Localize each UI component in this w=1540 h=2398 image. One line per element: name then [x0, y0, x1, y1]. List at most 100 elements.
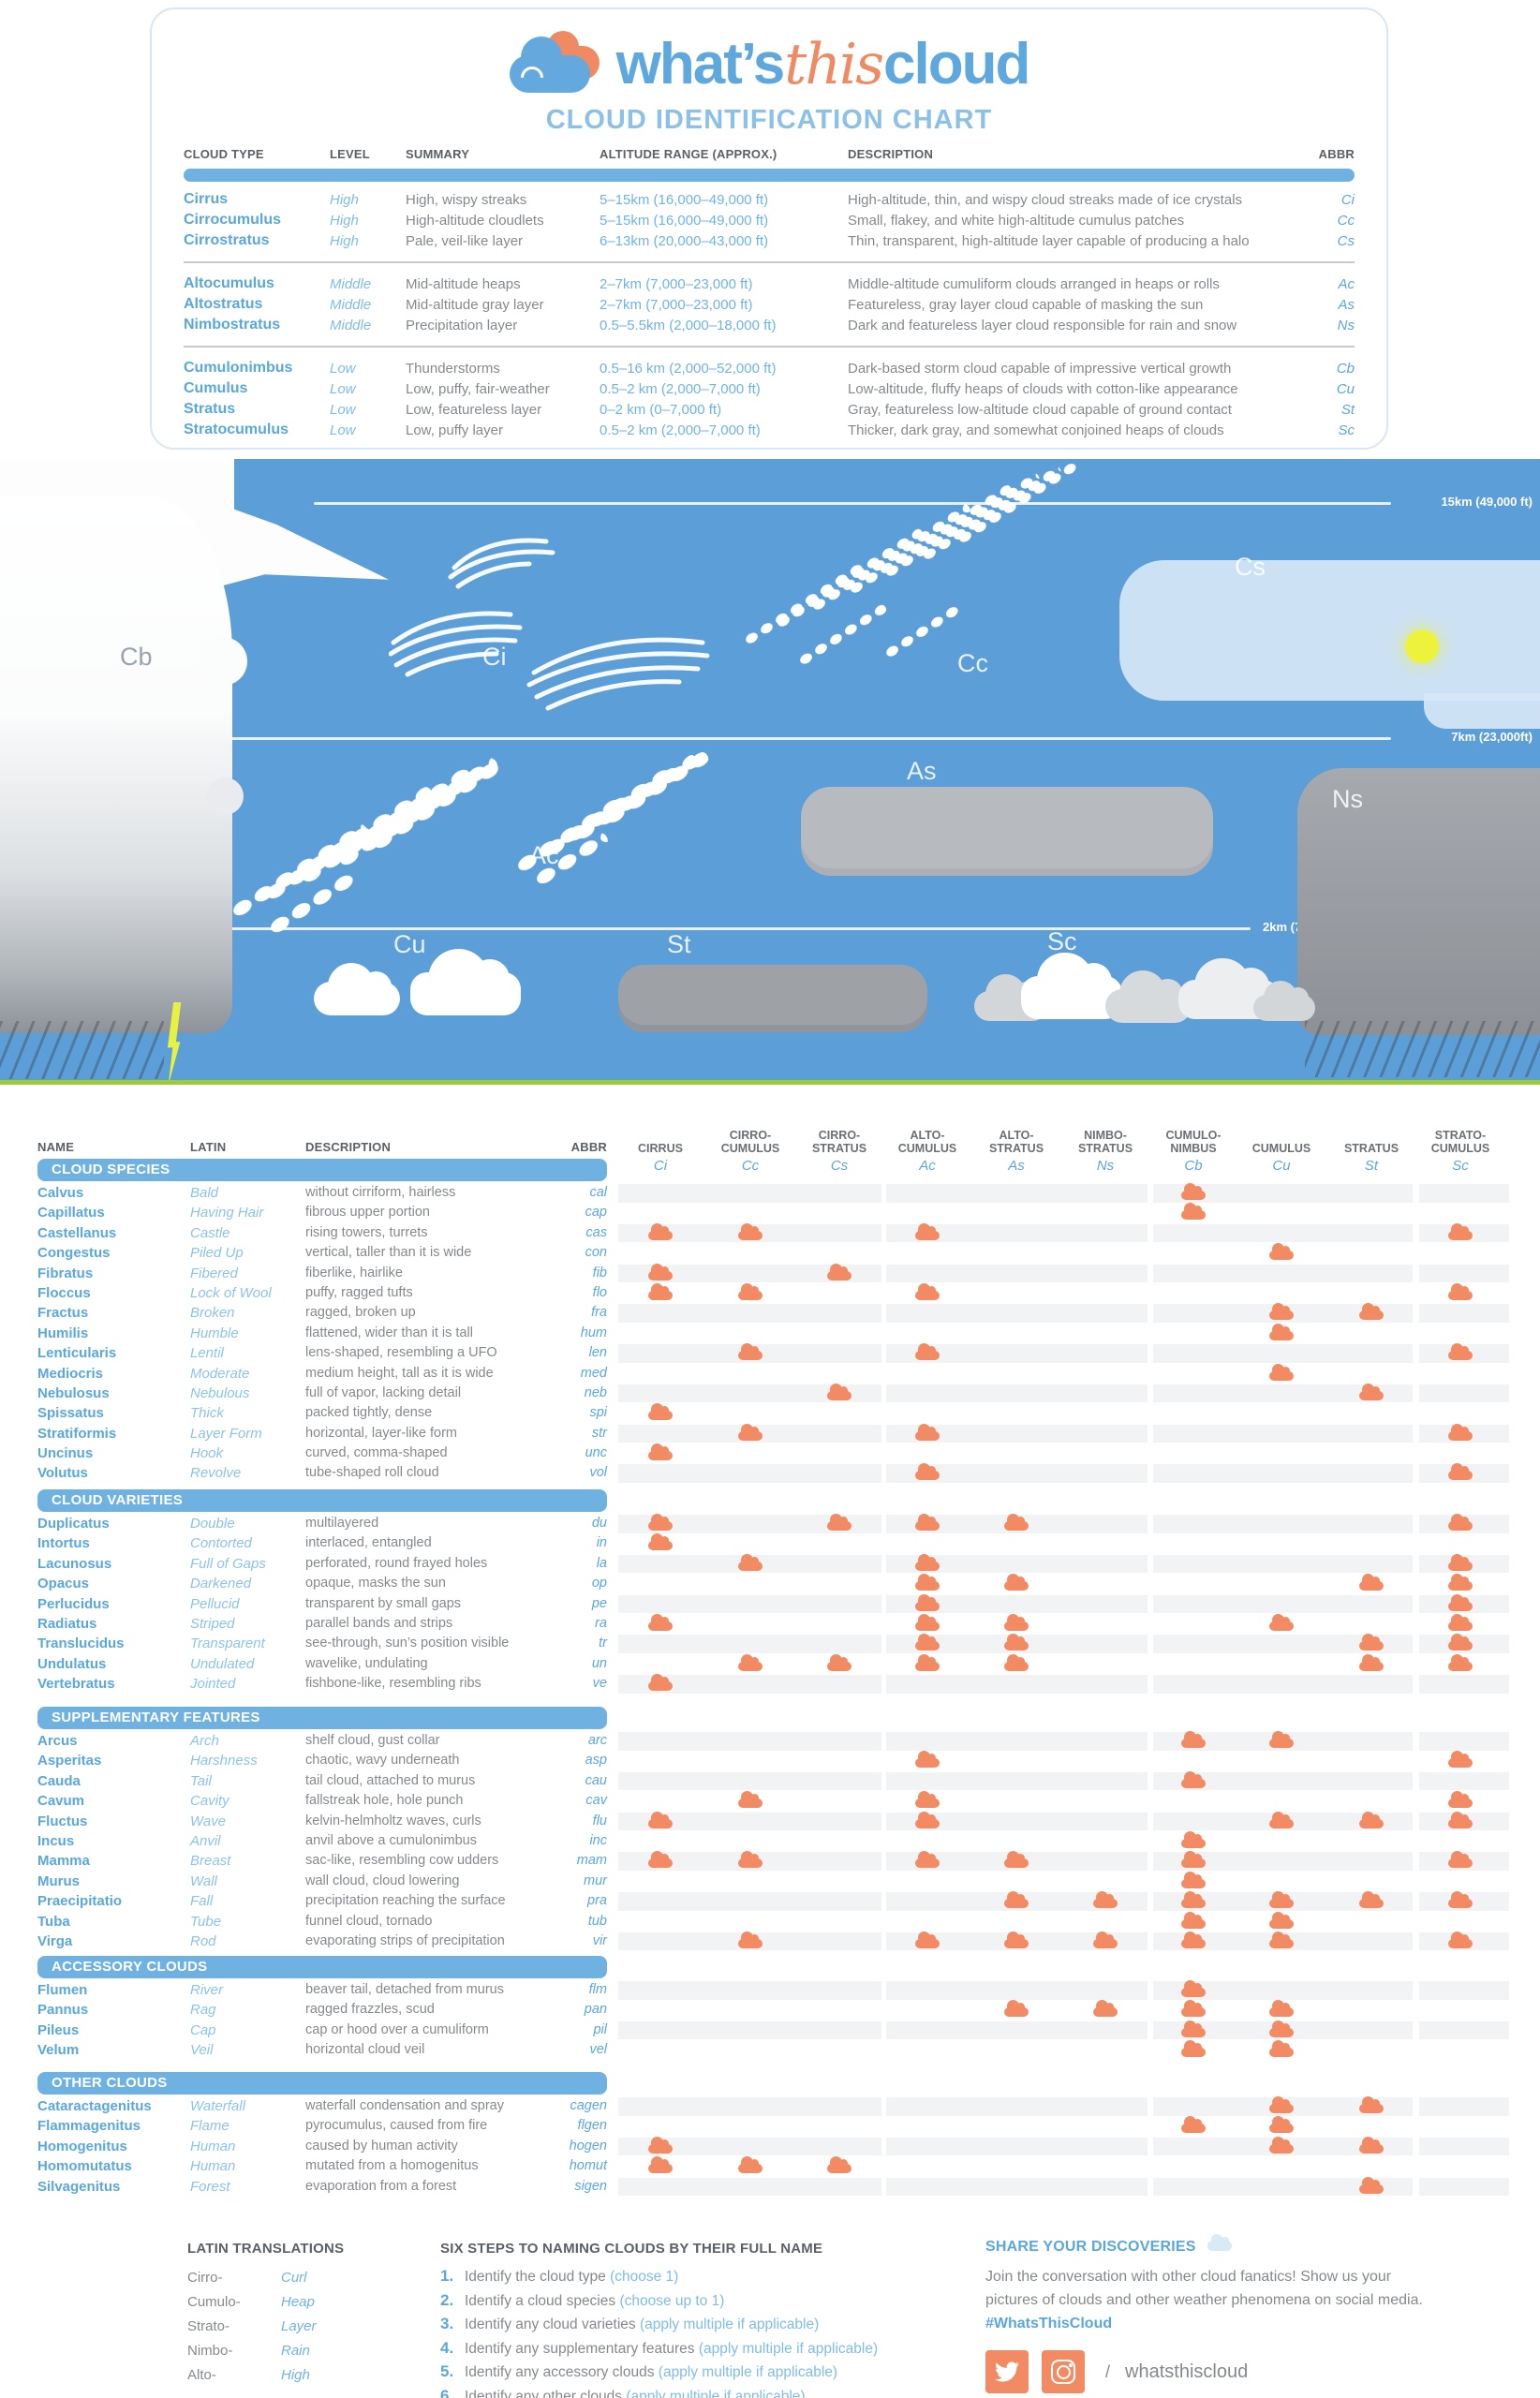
- row-stripe-band: [618, 1752, 881, 1770]
- matrix-row: Castellanus Castle rising towers, turrets c…: [0, 1222, 1540, 1243]
- matrix-row-abbr: len: [588, 1345, 607, 1361]
- cloud-column-name-line2: CIRRUS: [638, 1142, 683, 1155]
- cloud-type-abbr: Cu: [1336, 380, 1355, 397]
- row-stripe-band: [886, 1365, 1148, 1384]
- cloud-column-name-line2: NIMBUS: [1170, 1142, 1217, 1155]
- presence-cloud-icon: [1269, 1303, 1294, 1321]
- naming-step: 3. Identify any cloud varieties (apply mu…: [440, 2312, 984, 2336]
- six-steps-title: SIX STEPS TO NAMING CLOUDS BY THEIR FULL…: [440, 2241, 823, 2257]
- cloud-type-altitude: 2–7km (7,000–23,000 ft): [600, 296, 753, 313]
- row-stripe-band: [618, 1873, 881, 1891]
- table-group-divider: [184, 261, 1355, 263]
- matrix-cloud-column-header-ci: CIRRUS Ci: [617, 1142, 703, 1175]
- col-header-cloud-type: CLOUD TYPE: [184, 146, 264, 161]
- presence-cloud-icon: [1181, 1931, 1206, 1948]
- matrix-row-abbr: cas: [585, 1224, 607, 1240]
- cloud-column-name-line1: NIMBO-: [1084, 1129, 1127, 1142]
- cloud-column-name-line1: CIRRO-: [818, 1129, 861, 1142]
- row-stripe-band: [618, 2117, 881, 2136]
- row-stripe-band: [618, 1184, 881, 1203]
- matrix-row-description: curved, comma-shaped: [305, 1445, 448, 1461]
- presence-cloud-icon: [1269, 1363, 1294, 1381]
- matrix-row: Murus Wall wall cloud, cloud lowering mur: [0, 1871, 1540, 1891]
- row-stripe-band: [1419, 2001, 1509, 2020]
- matrix-row-name: Capillatus: [37, 1205, 105, 1221]
- matrix-row: Calvus Bald without cirriform, hairless cal: [0, 1183, 1540, 1203]
- presence-cloud-icon: [827, 1514, 851, 1531]
- matrix-col-header-latin: LATIN: [190, 1140, 227, 1154]
- matrix-row-name: Castellanus: [37, 1224, 117, 1241]
- cloud-type-name: Cirrus: [184, 191, 229, 207]
- matrix-row: Fibratus Fibered fiberlike, hairlike fib: [0, 1263, 1540, 1283]
- matrix-cloud-column-header-cu: CUMULUS Cu: [1238, 1142, 1325, 1175]
- presence-cloud-icon: [648, 1443, 673, 1461]
- presence-cloud-icon: [648, 1403, 673, 1421]
- cloud-type-row: Cumulonimbus Low Thunderstorms 0.5–16 km (2…: [184, 358, 1355, 378]
- cloud-type-level: High: [330, 191, 359, 208]
- section-banner-title: CLOUD VARIETIES: [52, 1492, 184, 1508]
- matrix-row-latin: Jointed: [190, 1676, 236, 1693]
- matrix-row-abbr: op: [591, 1576, 607, 1591]
- matrix-row-latin: Harshness: [190, 1753, 258, 1769]
- row-stripe-band: [886, 1384, 1148, 1403]
- row-stripe-band: [1419, 1365, 1509, 1384]
- row-stripe-band: [886, 1913, 1148, 1932]
- matrix-row: Nebulosus Nebulous full of vapor, lacking …: [0, 1383, 1540, 1403]
- matrix-row-abbr: spi: [589, 1405, 607, 1421]
- cloud-type-altitude: 0.5–2 km (2,000–7,000 ft): [600, 422, 761, 438]
- cloud-column-name-line1: ALTO-: [910, 1129, 945, 1142]
- matrix-row: Cataractagenitus Waterfall waterfall conde…: [0, 2096, 1540, 2116]
- latin-translations-list: Cirro- Curl Cumulo- Heap Strato- Layer Nimbo- R…: [187, 2266, 344, 2388]
- cloud-type-level: Middle: [330, 275, 372, 292]
- row-stripe-band: [1153, 1344, 1413, 1363]
- matrix-row-abbr: hogen: [569, 2138, 607, 2154]
- row-stripe-band: [618, 1244, 881, 1263]
- matrix-row-name: Floccus: [37, 1284, 91, 1301]
- latin-translation-item: Cirro- Curl: [187, 2266, 344, 2290]
- row-stripe-band: [618, 1384, 881, 1403]
- matrix-row-latin: Pellucid: [190, 1595, 240, 1612]
- matrix-row-description: perforated, round frayed holes: [305, 1555, 488, 1571]
- row-stripe-band: [886, 1594, 1148, 1614]
- stratus-layer-illustration: [618, 965, 927, 1032]
- section-rows: Calvus Bald without cirriform, hairless cal…: [0, 1183, 1540, 1484]
- cloud-type-altitude: 2–7km (7,000–23,000 ft): [600, 275, 753, 292]
- row-stripe-band: [886, 2097, 1148, 2116]
- row-stripe-band: [618, 2041, 881, 2060]
- presence-cloud-icon: [1093, 1891, 1118, 1909]
- row-stripe-band: [1419, 1913, 1509, 1932]
- row-stripe-band: [886, 1204, 1148, 1222]
- section-banner-title: OTHER CLOUDS: [52, 2075, 168, 2091]
- matrix-row: Undulatus Undulated wavelike, undulating un: [0, 1653, 1540, 1674]
- matrix-row-abbr: con: [585, 1245, 607, 1261]
- cloud-column-name-line2: STRATUS: [811, 1142, 867, 1155]
- share-body: Join the conversation with other cloud f…: [985, 2265, 1444, 2335]
- matrix-row-name: Homomutatus: [37, 2158, 132, 2175]
- cloud-type-abbr: Ci: [1340, 191, 1355, 208]
- cirrostratus-layer-illustration: [1119, 560, 1540, 701]
- matrix-row-name: Arcus: [37, 1733, 78, 1749]
- row-stripe-band: [886, 1832, 1148, 1851]
- row-stripe-band: [886, 1325, 1148, 1343]
- matrix-row-name: Uncinus: [37, 1445, 94, 1462]
- step-text: Identify any other clouds: [465, 2388, 627, 2398]
- altocumulus-chip-row: [368, 759, 503, 853]
- presence-cloud-icon: [738, 1423, 763, 1441]
- cumulonimbus-tower-illustration: [0, 496, 247, 1033]
- matrix-row-name: Mediocris: [37, 1365, 104, 1382]
- matrix-header: NAME LATIN DESCRIPTION ABBR CIRRUS Ci CIRR…: [0, 1115, 1540, 1175]
- matrix-row-name: Lenticularis: [37, 1345, 117, 1362]
- row-stripe-band: [1419, 1981, 1509, 2000]
- matrix-row-description: caused by human activity: [305, 2138, 458, 2154]
- cloud-type-row: Cirrus High High, wispy streaks 5–15km (16,…: [184, 189, 1355, 210]
- cirrus-streaks-illustration: [389, 538, 710, 711]
- row-stripe-band: [886, 1981, 1148, 2000]
- matrix-row-name: Fibratus: [37, 1265, 94, 1281]
- cloud-type-description: Gray, featureless low-altitude cloud cap…: [848, 401, 1232, 418]
- presence-cloud-icon: [1448, 1751, 1473, 1769]
- latin-meaning: Curl: [281, 2270, 307, 2286]
- cloud-type-abbr: Cb: [1336, 360, 1355, 377]
- altitude-line-2km: [192, 927, 1251, 930]
- matrix-row-name: Cauda: [37, 1772, 81, 1789]
- row-stripe-band: [886, 1244, 1148, 1263]
